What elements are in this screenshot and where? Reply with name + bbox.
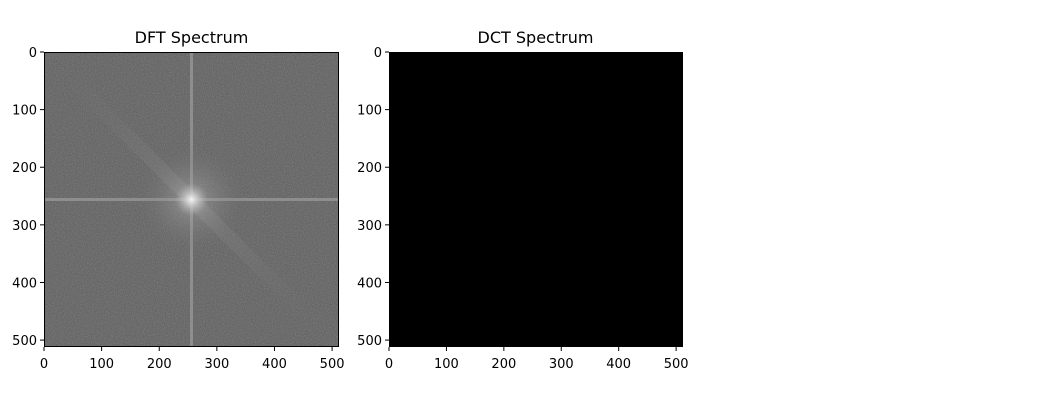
dct-spectrum-image: [389, 52, 683, 347]
dft-x-ticks: 0 100 200 300 400 500: [40, 347, 345, 372]
dft-x-tick-label: 500: [320, 357, 345, 372]
dft-spectrum-axes: DFT Spectrum 0 100 200 300 400 500 0 100 200 300…: [12, 28, 344, 372]
dct-y-tick-label: 100: [357, 104, 382, 119]
dft-y-ticks: 0 100 200 300 400 500: [12, 46, 44, 349]
dft-center-peak: [136, 144, 247, 255]
dft-y-tick-label: 400: [12, 276, 37, 291]
dct-x-tick-label: 100: [434, 357, 459, 372]
dct-x-ticks: 0 100 200 300 400 500: [385, 347, 689, 372]
dct-axes-frame: [389, 52, 683, 347]
dft-spectrum-image: [44, 52, 339, 347]
dct-spectrum-title: DCT Spectrum: [478, 28, 594, 47]
dft-y-tick-label: 500: [12, 334, 37, 349]
dft-axes-frame: [44, 52, 339, 347]
dct-x-tick-label: 300: [549, 357, 574, 372]
dft-x-tick-label: 400: [262, 357, 287, 372]
dft-x-tick-label: 0: [40, 357, 48, 372]
dct-y-tick-label: 400: [357, 276, 382, 291]
dft-y-tick-label: 0: [29, 46, 37, 61]
dct-x-tick-label: 500: [664, 357, 689, 372]
dft-x-tick-label: 200: [147, 357, 172, 372]
dct-x-tick-label: 200: [491, 357, 516, 372]
dct-y-ticks: 0 100 200 300 400 500: [357, 46, 389, 349]
dft-x-tick-label: 300: [204, 357, 229, 372]
dct-x-tick-label: 0: [385, 357, 393, 372]
dft-spectrum-title: DFT Spectrum: [135, 28, 249, 47]
dft-y-tick-label: 100: [12, 104, 37, 119]
dct-y-tick-label: 0: [374, 46, 382, 61]
dft-y-tick-label: 300: [12, 219, 37, 234]
dft-x-tick-label: 100: [89, 357, 114, 372]
dct-y-tick-label: 500: [357, 334, 382, 349]
dft-y-tick-label: 200: [12, 161, 37, 176]
dct-x-tick-label: 400: [606, 357, 631, 372]
dct-y-tick-label: 200: [357, 161, 382, 176]
dct-spectrum-axes: DCT Spectrum 0 100 200 300 400 500 0 100 200 300…: [357, 28, 688, 372]
dct-y-tick-label: 300: [357, 219, 382, 234]
